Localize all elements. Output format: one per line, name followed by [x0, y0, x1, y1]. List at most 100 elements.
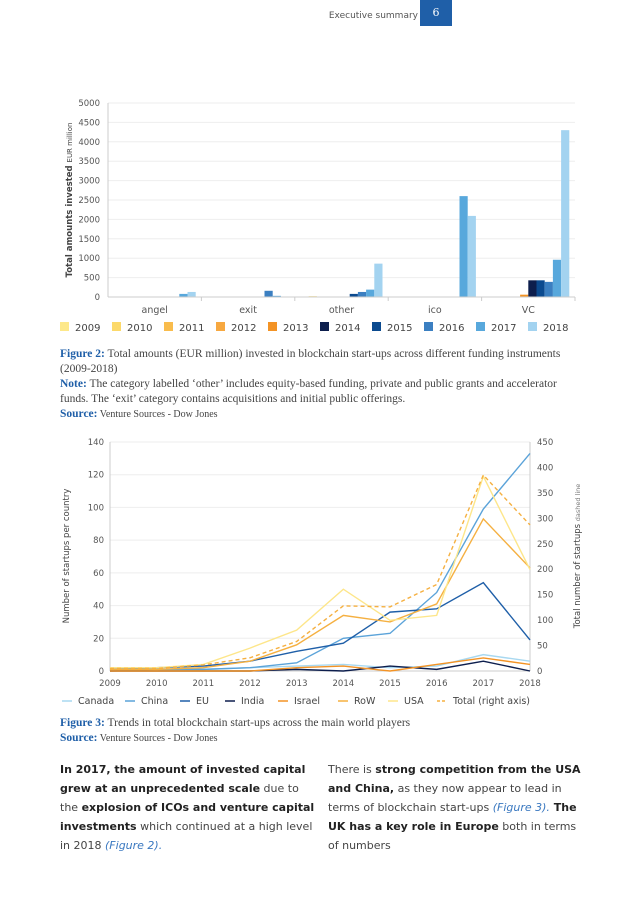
line-israel: [110, 657, 531, 672]
x-tick-label: 2015: [379, 679, 401, 689]
y2-tick-label: 150: [537, 591, 553, 601]
legend-label: 2014: [335, 323, 360, 334]
y2-tick-label: 450: [537, 438, 553, 448]
body-column-left: In 2017, the amount of invested capital …: [60, 760, 320, 855]
y-axis-unit: EUR million: [66, 123, 74, 163]
body-text: In 2017, the amount of invested capital …: [60, 763, 306, 795]
x-tick-label: 2012: [239, 679, 261, 689]
line-usa: [110, 474, 531, 669]
x-tick-label: 2013: [286, 679, 308, 689]
y2-tick-label: 250: [537, 540, 553, 550]
body-text: due to the: [60, 782, 299, 814]
y-tick-label: 500: [84, 274, 100, 284]
figure-2-caption: Figure 2: Total amounts (EUR million) in…: [60, 347, 580, 422]
legend-label: 2013: [283, 323, 308, 334]
figure-text: Trends in total blockchain start-ups acr…: [104, 717, 411, 729]
section-title: Executive summary: [328, 11, 418, 21]
source-text: Venture Sources - Dow Jones: [97, 409, 218, 420]
y2-tick-label: 0: [537, 667, 542, 677]
body-text: explosion of ICOs and venture capital in…: [60, 801, 315, 833]
legend-label: 2016: [439, 323, 464, 334]
bar-angel-2017: [179, 293, 188, 297]
bar-angel-2018: [187, 291, 196, 297]
y2-tick-label: 300: [537, 514, 553, 524]
y2-tick-label: 100: [537, 616, 553, 626]
y-tick-label: 4000: [78, 138, 100, 148]
x-tick-label: ico: [428, 305, 442, 316]
body-text: as they now appear to lead in terms of b…: [328, 782, 562, 814]
figure-label: Figure 2:: [60, 348, 105, 360]
legend-swatch: [60, 322, 69, 331]
legend-label: RoW: [354, 696, 376, 707]
body-column-right: There is strong competition from the USA…: [328, 760, 588, 855]
y-tick-label: 120: [88, 471, 104, 481]
line-eu: [109, 581, 531, 671]
bar-VC-2014: [528, 280, 537, 297]
legend-swatch: [528, 322, 537, 331]
bar-other-2018: [374, 263, 383, 297]
y-tick-label: 0: [95, 293, 100, 303]
bar-ico-2018: [467, 215, 476, 297]
bar-VC-2013: [520, 294, 529, 297]
source-label: Source:: [60, 408, 98, 420]
y2-axis-note: dashed line: [574, 484, 582, 522]
line-row: [110, 517, 531, 671]
x-tick-label: 2009: [99, 679, 121, 689]
legend-swatch: [164, 322, 173, 331]
legend-swatch: [424, 322, 433, 331]
y2-axis-title: Total number of startups dashed line: [573, 484, 583, 630]
figure-text: Total amounts (EUR million) invested in …: [60, 348, 561, 375]
y-tick-label: 0: [99, 667, 104, 677]
body-text: which continued at a high level in 2018: [60, 820, 313, 852]
y2-tick-label: 200: [537, 565, 553, 575]
body-text: The UK has a key role in Europe: [328, 801, 577, 833]
bar-exit-2017: [272, 295, 281, 297]
x-tick-label: 2010: [146, 679, 168, 689]
legend-label: 2011: [179, 323, 204, 334]
bar-other-2017: [366, 289, 375, 297]
legend-swatch: [476, 322, 485, 331]
legend-label: 2015: [387, 323, 412, 334]
y-tick-label: 140: [88, 438, 104, 448]
x-tick-label: 2018: [519, 679, 541, 689]
bar-VC-2018: [561, 130, 570, 297]
bar-VC-2015: [536, 280, 545, 297]
y-tick-label: 1000: [78, 254, 100, 264]
bar-chart-funding: 0 500 1000 1500 2000 2500 3000 3500 4000 4500 5000…: [60, 99, 576, 334]
y-tick-label: 1500: [78, 235, 100, 245]
y2-tick-label: 400: [537, 463, 553, 473]
legend-swatch: [268, 322, 277, 331]
bar-other-2015: [349, 293, 358, 297]
y2-tick-label: 50: [537, 642, 548, 652]
x-tick-label: 2016: [426, 679, 448, 689]
legend-label: Canada: [78, 696, 114, 707]
y-tick-label: 80: [93, 536, 104, 546]
legend-label: 2017: [491, 323, 516, 334]
page-number: 6: [420, 0, 452, 26]
figure-reference: (Figure 3).: [492, 801, 550, 814]
source-label: Source:: [60, 732, 98, 744]
y-tick-label: 3000: [78, 177, 100, 187]
figure-3-caption: Figure 3: Trends in total blockchain sta…: [60, 716, 580, 746]
x-tick-label: 2017: [473, 679, 495, 689]
bar-VC-2016: [544, 281, 553, 297]
legend-swatch: [216, 322, 225, 331]
bar-VC-2017: [552, 259, 562, 297]
legend-label: 2010: [127, 323, 152, 334]
y-tick-label: 2500: [78, 196, 100, 206]
legend-label: 2012: [231, 323, 256, 334]
legend-label: India: [241, 696, 264, 707]
legend-label: EU: [196, 696, 209, 707]
x-tick-label: other: [329, 305, 354, 316]
y2-tick-label: 350: [537, 489, 553, 499]
legend-label: China: [141, 696, 168, 707]
figure-reference: (Figure 2).: [105, 839, 163, 852]
line-total-right-axis-: [110, 473, 531, 670]
y-axis-title: Total amounts invested EUR million: [65, 123, 75, 278]
note-label: Note:: [60, 378, 87, 390]
line-chart-startups: 0 20 40 60 80 100 120 140 0 50 100 150 200 250 300 350 4…: [62, 438, 583, 707]
body-text: both in terms of numbers: [328, 820, 577, 852]
x-tick-label: 2014: [333, 679, 355, 689]
bar-ico-2017: [459, 196, 468, 297]
